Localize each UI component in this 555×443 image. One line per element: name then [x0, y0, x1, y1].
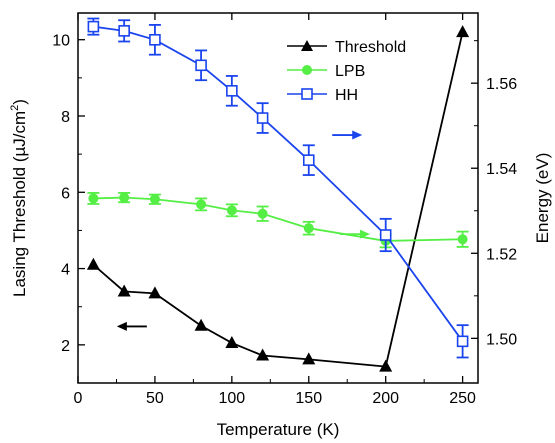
data-point-threshold	[256, 348, 270, 361]
data-point-lpb	[196, 199, 207, 210]
legend-marker-hh	[301, 88, 313, 100]
legend-marker-threshold	[301, 40, 313, 51]
annotation-layer	[116, 130, 370, 331]
data-point-lpb	[303, 223, 314, 234]
tick-labels: 0 50 100 150 200 250 2 4 6 8 10 1.50 1.52 1.54 1.56	[52, 33, 517, 407]
data-point-lpb	[149, 194, 160, 205]
y-left-tick-label: 10	[52, 33, 70, 50]
y-left-tick-label: 8	[61, 109, 70, 126]
arrow-annotation	[339, 229, 370, 239]
series-hh	[87, 17, 469, 359]
y-right-tick-label: 1.50	[486, 331, 517, 348]
series-line-hh	[93, 25, 464, 342]
plot-frame	[77, 12, 479, 384]
axis-ticks	[77, 13, 478, 383]
data-point-hh	[195, 59, 207, 72]
x-tick-label: 0	[74, 390, 83, 407]
data-point-hh	[149, 33, 161, 46]
legend: Threshold LPB HH	[287, 39, 406, 104]
x-tick-label: 100	[218, 390, 245, 407]
data-point-threshold	[117, 284, 131, 297]
legend-marker-lpb	[302, 65, 312, 75]
y-axis-right-title: Energy (eV)	[533, 153, 552, 244]
data-point-hh	[226, 85, 238, 97]
y-axis-left-title-close: )	[10, 99, 29, 105]
data-point-hh	[456, 335, 469, 348]
data-point-threshold	[456, 25, 470, 38]
y-axis-left-title-sup: 2	[9, 105, 21, 111]
y-left-tick-label: 4	[61, 262, 70, 279]
x-tick-label: 200	[372, 390, 399, 407]
arrow-head	[352, 130, 363, 140]
data-point-lpb	[257, 208, 268, 219]
data-point-threshold	[194, 318, 208, 331]
series-layer	[86, 17, 470, 372]
x-tick-label: 250	[449, 390, 476, 407]
legend-label-lpb: LPB	[335, 63, 365, 80]
data-point-hh	[118, 25, 130, 37]
y-left-tick-label: 2	[61, 338, 70, 355]
y-right-tick-label: 1.52	[486, 246, 517, 263]
data-point-hh	[302, 154, 315, 166]
data-point-lpb	[119, 192, 130, 203]
legend-label-threshold: Threshold	[335, 39, 406, 56]
y-right-tick-label: 1.54	[486, 161, 517, 178]
arrow-annotation	[116, 321, 147, 331]
data-point-threshold	[302, 352, 316, 365]
data-point-hh	[256, 112, 269, 124]
series-line-lpb	[93, 196, 463, 242]
arrow-head	[116, 321, 127, 331]
data-point-threshold	[225, 335, 239, 348]
x-tick-label: 150	[295, 390, 322, 407]
data-point-lpb	[88, 193, 99, 204]
data-point-threshold	[148, 286, 162, 299]
y-axis-left-title: Lasing Threshold (µJ/cm2)	[9, 99, 29, 297]
data-point-threshold	[379, 359, 393, 372]
data-point-hh	[87, 20, 100, 33]
x-tick-label: 50	[146, 390, 164, 407]
y-left-tick-label: 6	[61, 185, 70, 202]
y-axis-left-title-main: Lasing Threshold (µJ/cm	[10, 111, 29, 297]
arrow-annotation	[332, 130, 363, 140]
arrow-head	[359, 229, 370, 239]
y-right-tick-label: 1.56	[486, 76, 517, 93]
data-point-lpb	[457, 234, 468, 245]
series-threshold	[86, 25, 470, 372]
x-axis-title: Temperature (K)	[217, 420, 340, 439]
data-point-lpb	[226, 205, 237, 216]
data-point-hh	[379, 229, 392, 241]
legend-label-hh: HH	[335, 87, 358, 104]
data-point-threshold	[86, 257, 100, 270]
series-lpb	[87, 191, 469, 249]
